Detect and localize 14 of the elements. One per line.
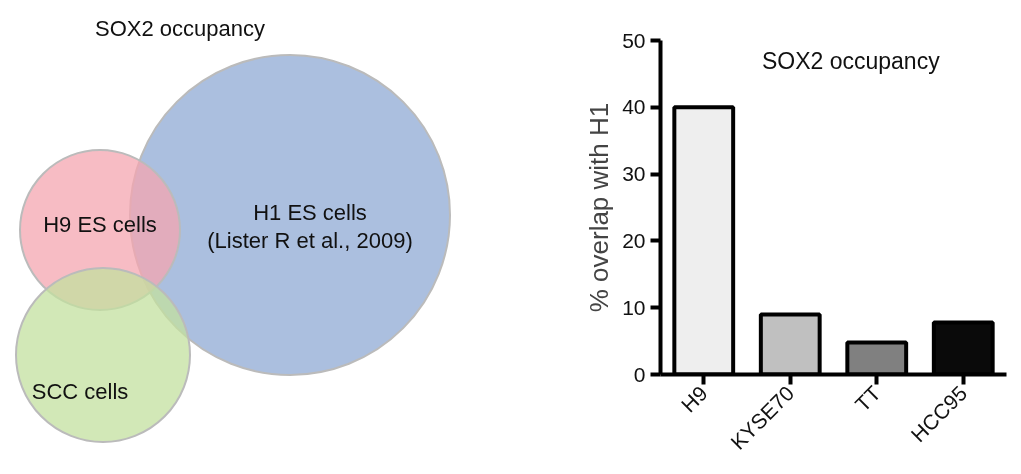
text: SCC cells <box>31 378 129 404</box>
chart-title: SOX2 occupancy <box>761 47 941 74</box>
y-tick-label: 20 <box>622 228 646 252</box>
text: H9 ES cells <box>43 211 157 237</box>
text: SOX2 occupancy <box>95 15 265 41</box>
x-tick-label: H9 <box>676 381 712 417</box>
y-axis-title: % overlap with H1 <box>584 102 615 313</box>
y-tick-label: 30 <box>622 162 646 186</box>
text: H1 ES cells (Lister R et al., 2009) <box>207 199 413 253</box>
y-tick-label: 40 <box>622 95 646 119</box>
y-tick-label: 50 <box>622 28 646 52</box>
y-tick-label: 10 <box>622 295 646 319</box>
x-tick-label: TT <box>850 381 885 416</box>
y-tick-label: 0 <box>633 362 646 386</box>
